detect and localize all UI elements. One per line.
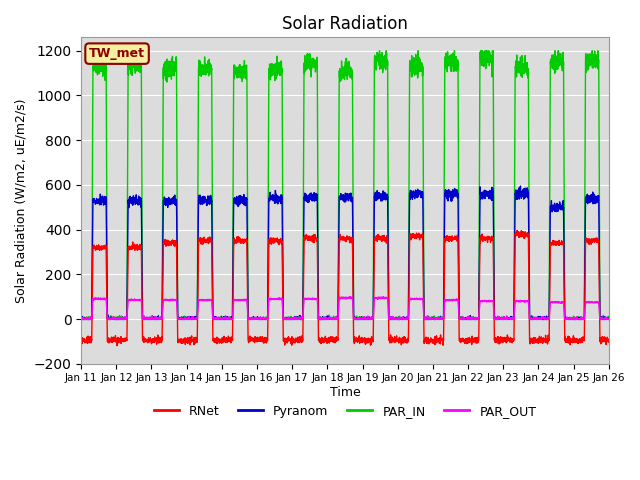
PAR_OUT bbox=[280, 316, 287, 322]
PAR_IN bbox=[280, 315, 287, 321]
PAR_OUT bbox=[595, 300, 603, 305]
Line: Pyranom: Pyranom bbox=[81, 186, 609, 320]
Line: PAR_OUT: PAR_OUT bbox=[81, 297, 609, 319]
PAR_OUT bbox=[138, 300, 145, 306]
RNet bbox=[538, 336, 546, 342]
RNet bbox=[595, 238, 603, 244]
Pyranom bbox=[538, 316, 546, 322]
Line: RNet: RNet bbox=[81, 230, 609, 346]
PAR_IN bbox=[538, 315, 546, 321]
Y-axis label: Solar Radiation (W/m2, uE/m2/s): Solar Radiation (W/m2, uE/m2/s) bbox=[15, 98, 28, 303]
RNet bbox=[113, 343, 121, 348]
Pyranom bbox=[79, 317, 86, 323]
PAR_IN bbox=[605, 315, 612, 321]
RNet bbox=[280, 338, 287, 344]
Pyranom bbox=[516, 183, 524, 189]
Line: PAR_IN: PAR_IN bbox=[81, 51, 609, 319]
PAR_IN bbox=[77, 316, 85, 322]
PAR_IN bbox=[595, 57, 603, 62]
RNet bbox=[303, 236, 310, 241]
PAR_IN bbox=[303, 67, 310, 72]
RNet bbox=[77, 342, 85, 348]
RNet bbox=[605, 336, 612, 342]
Pyranom bbox=[169, 196, 177, 202]
Pyranom bbox=[595, 195, 603, 201]
PAR_IN bbox=[77, 315, 85, 321]
PAR_IN bbox=[169, 61, 177, 67]
Pyranom bbox=[605, 317, 612, 323]
PAR_IN bbox=[376, 48, 383, 54]
RNet bbox=[169, 238, 177, 243]
PAR_OUT bbox=[605, 316, 612, 322]
Legend: RNet, Pyranom, PAR_IN, PAR_OUT: RNet, Pyranom, PAR_IN, PAR_OUT bbox=[148, 400, 541, 423]
PAR_IN bbox=[138, 98, 145, 104]
Pyranom bbox=[280, 317, 287, 323]
PAR_OUT bbox=[77, 316, 85, 322]
RNet bbox=[513, 228, 521, 233]
PAR_OUT bbox=[346, 294, 354, 300]
PAR_OUT bbox=[169, 297, 177, 303]
PAR_OUT bbox=[303, 296, 310, 302]
PAR_OUT bbox=[538, 315, 546, 321]
Text: TW_met: TW_met bbox=[89, 47, 145, 60]
PAR_OUT bbox=[77, 314, 85, 320]
Pyranom bbox=[303, 194, 310, 200]
RNet bbox=[138, 258, 145, 264]
Pyranom bbox=[77, 316, 85, 322]
Pyranom bbox=[138, 215, 145, 220]
Title: Solar Radiation: Solar Radiation bbox=[282, 15, 408, 33]
X-axis label: Time: Time bbox=[330, 386, 360, 399]
